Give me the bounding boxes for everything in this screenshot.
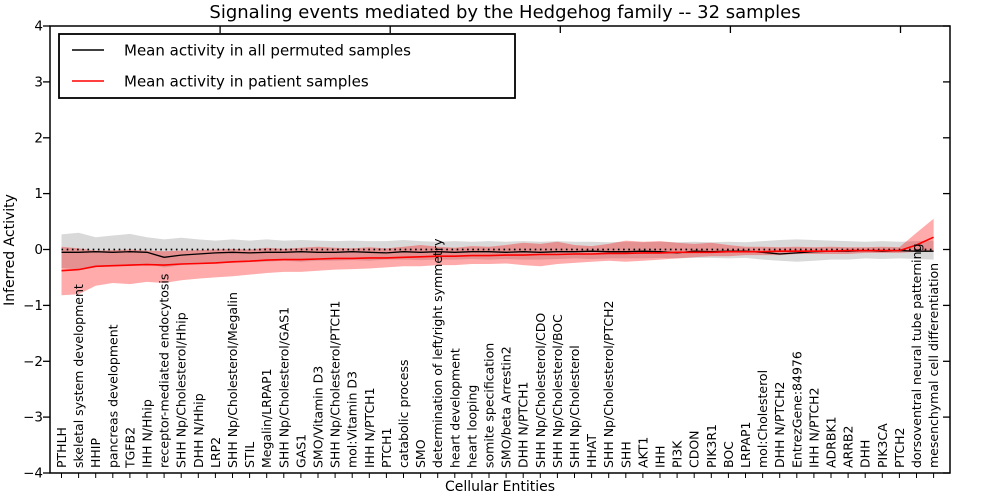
x-tick-label: CDON	[687, 430, 702, 468]
x-tick-label: SMO	[413, 439, 428, 468]
x-tick-label: SHH Np/Cholesterol/PTCH1	[328, 301, 343, 469]
x-axis-label: Cellular Entities	[445, 479, 555, 495]
x-tick-label: catabolic process	[396, 359, 411, 468]
x-tick-label: heart development	[447, 348, 462, 468]
y-tick-label: −3	[23, 410, 43, 426]
x-tick-label: PTHLH	[54, 427, 69, 468]
legend: Mean activity in all permuted samples Me…	[58, 33, 516, 99]
x-tick-label: GAS1	[293, 434, 308, 468]
x-tick-label: TGFB2	[122, 427, 137, 469]
y-tick-label: 2	[34, 130, 43, 146]
x-tick-label: SMO/Vitamin D3	[311, 366, 326, 468]
x-tick-label: Megalin/LRPAP1	[259, 368, 274, 468]
x-tick-label: ARRB2	[841, 426, 856, 468]
x-tick-label: EntrezGene:84976	[789, 351, 804, 468]
x-tick-label: SHH Np/Cholesterol/BOC	[550, 314, 565, 468]
x-tick-label: mesenchymal cell differentiation	[926, 263, 941, 468]
x-tick-label: IHH N/Hhip	[140, 399, 155, 468]
x-tick-label: PTCH1	[379, 427, 394, 468]
chart-title: Signaling events mediated by the Hedgeho…	[209, 2, 800, 23]
y-tick-label: 3	[34, 74, 43, 90]
x-tick-label: LRP2	[208, 437, 223, 468]
x-tick-label: SHH	[618, 441, 633, 468]
x-tick-label: mol:Vitamin D3	[345, 371, 360, 468]
x-tick-label: SHH Np/Cholesterol/Hhip	[174, 312, 189, 468]
x-tick-label: skeletal system development	[71, 284, 86, 468]
y-tick-label: −4	[23, 466, 43, 482]
x-tick-label: somite specification	[482, 343, 497, 468]
x-tick-label: IHH N/PTCH2	[806, 387, 821, 468]
x-tick-label: dorsoventral neural tube patterning	[909, 244, 924, 469]
x-tick-label: PIK3CA	[875, 423, 890, 468]
y-tick-label: 4	[34, 19, 43, 35]
y-tick-label: 1	[34, 186, 43, 202]
plot-frame	[49, 25, 951, 474]
x-tick-label: SMO/beta Arrestin2	[499, 346, 514, 468]
y-axis-label: Inferred Activity	[2, 194, 18, 306]
legend-label-patient: Mean activity in patient samples	[124, 73, 369, 91]
x-tick-label: DHH N/PTCH1	[516, 382, 531, 468]
x-tick-label: HHIP	[88, 438, 103, 468]
axis-ticks	[43, 25, 950, 478]
series-line-permuted	[61, 249, 934, 258]
x-tick-label: AKT1	[635, 437, 650, 468]
x-tick-label: SHH Np/Cholesterol/Megalin	[225, 292, 240, 468]
x-tick-label: PTCH2	[892, 427, 907, 468]
x-tick-label: pancreas development	[105, 324, 120, 468]
x-tick-label: PIK3R1	[704, 424, 719, 468]
x-tick-labels: PTHLH skeletal system development HHIP panc…	[54, 238, 941, 469]
x-tick-label: ADRBK1	[824, 416, 839, 468]
x-tick-label: mol:Cholesterol	[755, 370, 770, 468]
x-tick-label: SHH Np/Cholesterol/PTCH2	[601, 301, 616, 469]
x-tick-label: DHH N/PTCH2	[772, 382, 787, 468]
legend-label-permuted: Mean activity in all permuted samples	[124, 42, 411, 60]
x-tick-label: STIL	[242, 442, 257, 468]
x-tick-label: HHAT	[584, 434, 599, 468]
series-lines	[61, 236, 934, 272]
x-tick-label: DHH N/Hhip	[191, 393, 206, 468]
x-tick-label: SHH Np/Cholesterol/CDO	[533, 313, 548, 468]
y-tick-labels: 4 3 2 1 0 −1 −2 −3 −4	[23, 19, 43, 482]
x-tick-label: LRPAP1	[738, 422, 753, 468]
x-tick-label: SHH Np/Cholesterol	[567, 345, 582, 468]
x-tick-label: SHH Np/Cholesterol/GAS1	[276, 307, 291, 468]
y-tick-label: 0	[34, 242, 43, 258]
x-tick-label: heart looping	[464, 385, 479, 468]
patient-samples-range-band	[61, 218, 934, 296]
x-tick-label: receptor-mediated endocytosis	[157, 274, 172, 468]
y-tick-label: −2	[23, 354, 43, 370]
x-tick-label: PI3K	[670, 440, 685, 468]
series-line-patient	[61, 236, 934, 272]
x-tick-label: determination of left/right symmetry	[430, 238, 445, 468]
legend-box	[58, 33, 516, 99]
x-tick-label: IHH	[653, 446, 668, 469]
x-tick-label: DHH	[858, 440, 873, 468]
x-tick-label: BOC	[721, 441, 736, 468]
x-tick-label: IHH N/PTCH1	[362, 387, 377, 468]
y-tick-label: −1	[23, 298, 43, 314]
